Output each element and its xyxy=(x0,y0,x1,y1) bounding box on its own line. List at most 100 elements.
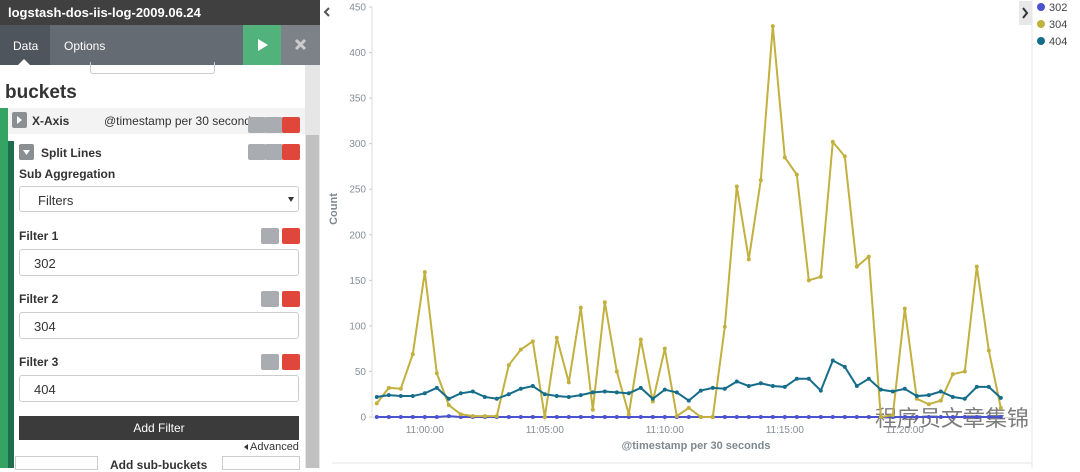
data-point xyxy=(830,358,835,363)
data-point xyxy=(686,415,691,419)
data-point xyxy=(398,394,403,399)
data-point xyxy=(830,139,835,144)
filter-input[interactable]: 302 xyxy=(19,249,299,276)
add-metrics-button[interactable] xyxy=(90,62,215,74)
data-point xyxy=(986,348,991,353)
data-point xyxy=(530,384,535,389)
advanced-link[interactable]: Advanced xyxy=(250,441,299,453)
data-point xyxy=(374,401,379,406)
data-point xyxy=(866,376,871,381)
remove-filter[interactable] xyxy=(282,291,300,307)
index-title: logstash-dos-iis-log-2009.06.24 xyxy=(0,0,320,25)
data-point xyxy=(662,346,667,351)
tab-options[interactable]: Options xyxy=(64,39,106,53)
data-point xyxy=(818,415,823,419)
remove-filter[interactable] xyxy=(282,354,300,370)
discard-button[interactable] xyxy=(281,25,320,65)
data-point xyxy=(410,415,415,419)
data-point xyxy=(434,415,439,419)
data-point xyxy=(938,389,943,394)
data-point xyxy=(470,389,475,394)
move-up[interactable] xyxy=(248,117,266,133)
data-point xyxy=(794,376,799,381)
filter-label: Filter 2 xyxy=(19,292,59,306)
data-point xyxy=(770,415,775,419)
data-point xyxy=(878,415,883,419)
toggle-filter[interactable] xyxy=(261,228,279,244)
legend-label: 304 xyxy=(1049,19,1067,31)
data-point xyxy=(974,415,979,419)
remove[interactable] xyxy=(282,117,300,133)
data-point xyxy=(842,154,847,159)
data-point xyxy=(998,395,1003,400)
data-point xyxy=(578,393,583,398)
data-point xyxy=(530,339,535,344)
legend-toggle[interactable] xyxy=(1019,1,1032,25)
data-point xyxy=(854,264,859,269)
toggle-filter[interactable] xyxy=(261,291,279,307)
data-point xyxy=(662,415,667,419)
remove-filter[interactable] xyxy=(282,228,300,244)
data-point xyxy=(410,352,415,357)
data-point xyxy=(890,389,895,394)
data-point xyxy=(422,270,427,275)
data-point xyxy=(458,391,463,396)
series-line xyxy=(376,26,1002,419)
data-point xyxy=(662,387,667,392)
data-point xyxy=(866,254,871,259)
data-point xyxy=(842,415,847,419)
data-point xyxy=(386,385,391,390)
add-filter-button[interactable]: Add Filter xyxy=(19,416,299,440)
filter-input[interactable]: 404 xyxy=(19,375,299,402)
data-point xyxy=(794,415,799,419)
toggle-split[interactable] xyxy=(19,144,34,160)
y-axis-label: Count xyxy=(328,193,340,225)
filter-label: Filter 3 xyxy=(19,355,59,369)
data-point xyxy=(518,347,523,352)
filter-input[interactable]: 304 xyxy=(19,312,299,339)
data-point xyxy=(998,415,1003,419)
data-point xyxy=(506,415,511,419)
apply-button[interactable] xyxy=(243,25,281,65)
data-point xyxy=(806,278,811,283)
data-point xyxy=(710,415,715,419)
sub-agg-select[interactable]: Filters xyxy=(19,186,299,212)
move-down[interactable] xyxy=(265,117,283,133)
move-up[interactable] xyxy=(248,144,266,160)
toggle-filter[interactable] xyxy=(261,354,279,370)
data-point xyxy=(530,415,535,419)
data-point xyxy=(902,386,907,391)
data-point xyxy=(590,407,595,412)
data-point xyxy=(482,394,487,399)
data-point xyxy=(734,184,739,189)
series-line xyxy=(376,359,1002,402)
remove[interactable] xyxy=(282,144,300,160)
legend-label: 404 xyxy=(1049,36,1067,48)
data-point xyxy=(734,415,739,419)
advanced-caret xyxy=(244,444,248,450)
data-point xyxy=(614,415,619,419)
data-point xyxy=(602,389,607,394)
tab-data[interactable]: Data xyxy=(0,25,50,65)
data-point xyxy=(554,394,559,399)
collapse-icon[interactable] xyxy=(323,7,330,17)
data-point xyxy=(734,379,739,384)
data-point xyxy=(434,371,439,376)
x-tick-label: 11:05:00 xyxy=(526,425,565,436)
data-point xyxy=(926,415,931,419)
data-point xyxy=(446,396,451,401)
data-point xyxy=(650,396,655,401)
data-point xyxy=(518,386,523,391)
bucket-strip xyxy=(0,108,8,468)
x-tick-label: 11:20:00 xyxy=(886,425,925,436)
move-down[interactable] xyxy=(265,144,283,160)
toggle-x-axis[interactable] xyxy=(12,112,27,128)
data-point xyxy=(830,415,835,419)
data-point xyxy=(494,414,499,419)
data-point xyxy=(458,412,463,417)
data-point xyxy=(578,305,583,310)
data-point xyxy=(458,415,463,419)
data-point xyxy=(698,388,703,393)
data-point xyxy=(962,369,967,374)
